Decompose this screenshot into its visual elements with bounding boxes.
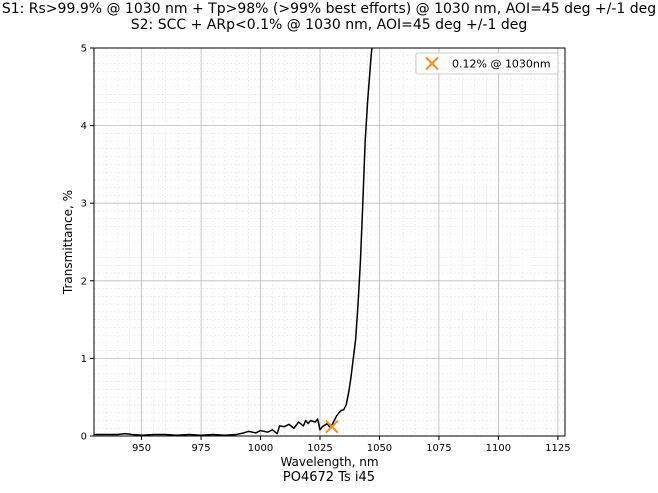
x-axis-label: Wavelength, nm: [280, 455, 378, 469]
y-tick-label: 4: [81, 121, 87, 132]
legend-box: [415, 52, 559, 75]
marker-layer: [325, 419, 339, 434]
chart-caption: PO4672 Ts i45: [282, 470, 376, 485]
y-tick-label: 1: [81, 354, 87, 365]
x-tick-label: 1075: [426, 443, 451, 454]
y-tick-label: 0: [81, 432, 87, 443]
legend-x-stroke-2: [425, 56, 439, 71]
minor-grid: [93, 48, 565, 436]
y-axis-label: Transmittance, %: [61, 190, 75, 295]
x-tick-label: 1000: [248, 443, 273, 454]
legend-marker-x-icon: [425, 56, 439, 71]
marker-x-stroke-2: [325, 419, 339, 434]
chart-title-line-1: S1: Rs>99.9% @ 1030 nm + Tp>98% (>99% be…: [1, 1, 657, 17]
y-tick-label: 3: [81, 199, 87, 210]
x-tick-label: 950: [132, 443, 151, 454]
y-tick-label: 5: [81, 44, 87, 55]
series-layer: [94, 48, 373, 436]
x-tick-label: 975: [191, 443, 210, 454]
y-tick-label: 2: [81, 276, 87, 287]
axis-ticks: [90, 47, 559, 440]
x-tick-label: 1125: [545, 443, 570, 454]
plot-frame: [93, 47, 566, 437]
legend: 0.12% @ 1030nm: [415, 52, 559, 75]
transmittance-series-line: [94, 48, 373, 436]
chart-title-line-2: S2: SCC + ARp<0.1% @ 1030 nm, AOI=45 deg…: [130, 17, 528, 33]
legend-entry-label: 0.12% @ 1030nm: [452, 58, 551, 71]
x-tick-label: 1050: [367, 443, 392, 454]
x-tick-label: 1100: [486, 443, 511, 454]
x-tick-label: 1025: [307, 443, 332, 454]
tick-labels: 950 975 1000 1025 1050 1075 1100 1125 0 1 2 3 4 5: [81, 44, 571, 455]
